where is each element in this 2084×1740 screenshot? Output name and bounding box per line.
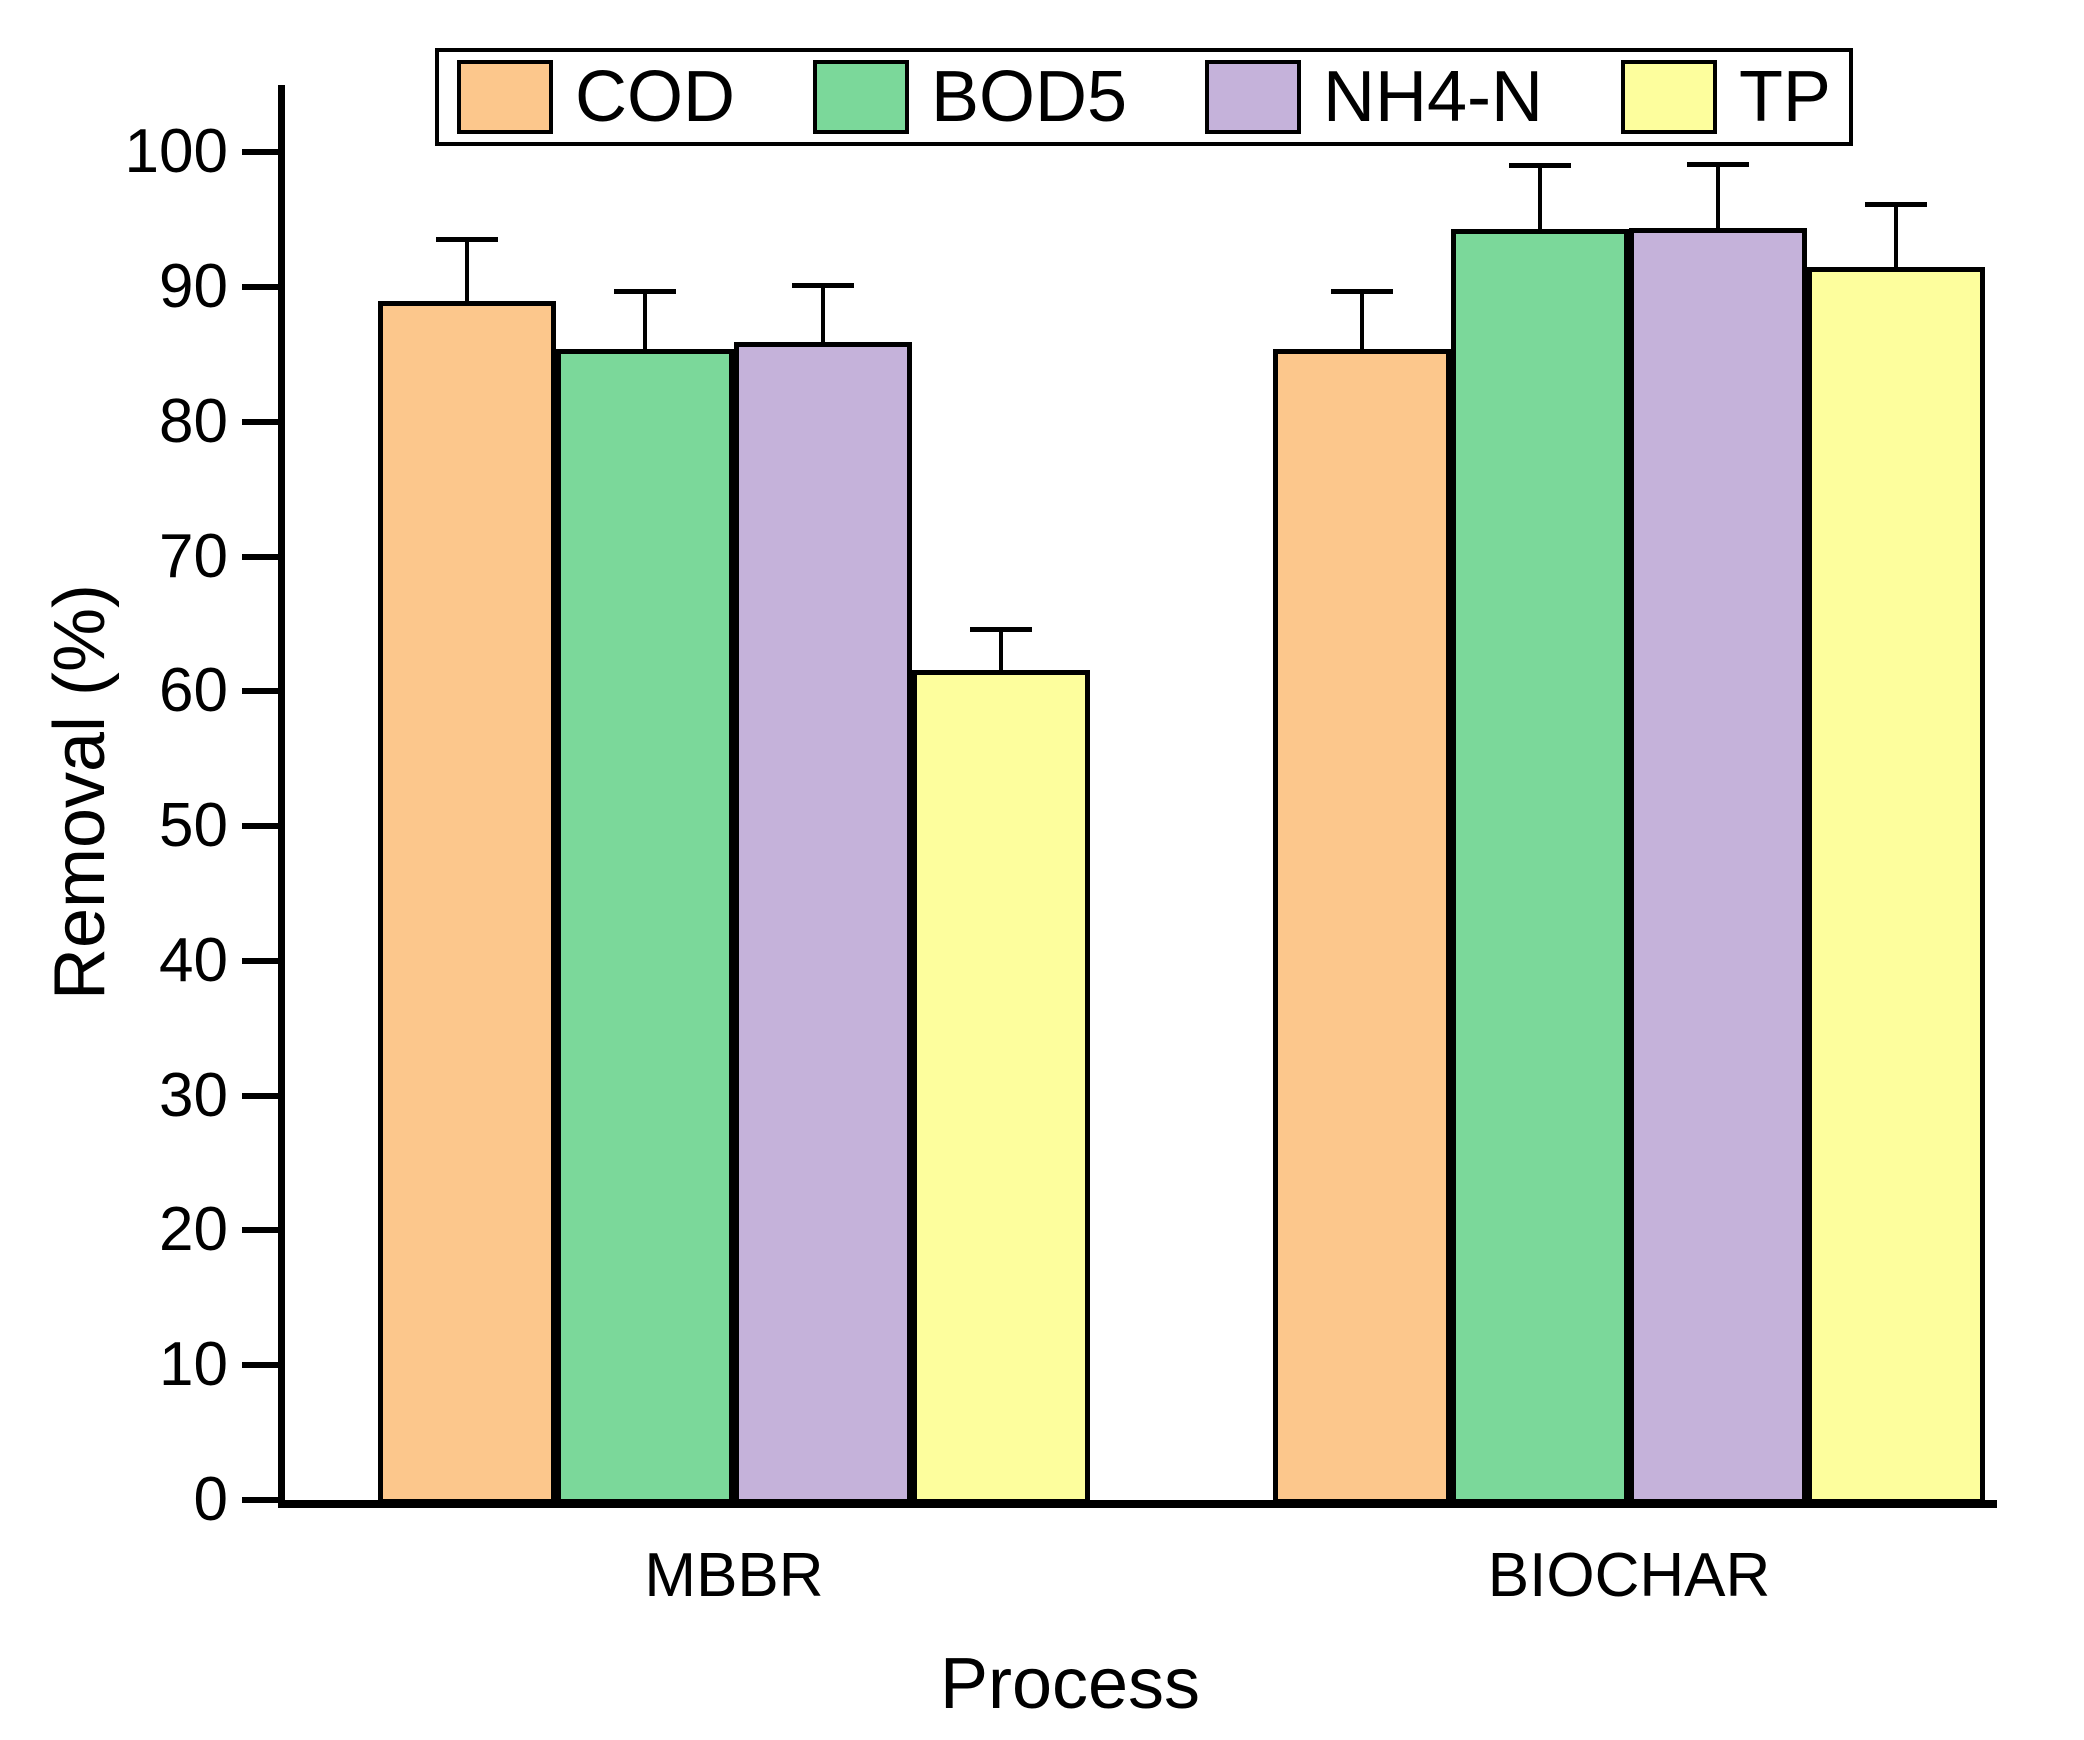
bar-nh4-n-biochar	[1629, 227, 1807, 1504]
legend-item-tp: TP	[1620, 57, 1831, 137]
y-axis-tick-label: 80	[159, 386, 228, 456]
error-bar-cap	[970, 626, 1032, 632]
y-axis-tick-label: 30	[159, 1060, 228, 1130]
legend-label: COD	[575, 57, 735, 137]
y-axis-tick	[242, 149, 278, 156]
y-axis-tick	[242, 1362, 278, 1369]
y-axis-tick	[242, 1227, 278, 1234]
y-axis-tick	[242, 418, 278, 425]
error-bar-line	[1360, 291, 1364, 350]
y-axis-tick-label: 10	[159, 1330, 228, 1400]
y-axis-tick	[242, 284, 278, 291]
legend-item-bod5: BOD5	[812, 57, 1128, 137]
error-bar-cap	[614, 288, 676, 294]
y-axis-tick	[242, 957, 278, 964]
error-bar-line	[1716, 164, 1720, 228]
error-bar-cap	[1865, 202, 1927, 208]
bar-bod5-mbbr	[556, 349, 734, 1504]
legend-swatch-nh4-n	[1204, 60, 1301, 134]
bar-tp-biochar	[1807, 266, 1985, 1504]
y-axis-tick	[242, 688, 278, 695]
bar-cod-mbbr	[378, 300, 556, 1504]
bar-tp-mbbr	[912, 669, 1090, 1504]
error-bar-line	[1894, 204, 1898, 267]
error-bar-cap	[1687, 162, 1749, 167]
legend-label: NH4-N	[1322, 57, 1543, 137]
error-bar-line	[1538, 165, 1542, 230]
error-bar-cap	[436, 237, 498, 243]
y-axis-tick-label: 90	[159, 252, 228, 322]
bar-bod5-biochar	[1451, 229, 1629, 1504]
bar-nh4-n-mbbr	[734, 342, 912, 1504]
x-category-label-mbbr: MBBR	[644, 1541, 824, 1610]
bar-cod-biochar	[1273, 349, 1451, 1504]
y-axis-spine	[278, 85, 285, 1508]
y-axis-tick	[242, 1092, 278, 1099]
error-bar-line	[821, 285, 825, 343]
legend-label: TP	[1738, 57, 1831, 137]
legend-swatch-cod	[457, 60, 553, 134]
error-bar-line	[643, 291, 647, 350]
y-axis-tick	[242, 553, 278, 560]
y-axis-tick-label: 70	[159, 521, 228, 591]
legend-item-cod: COD	[457, 60, 735, 134]
legend-item-nh4-n: NH4-N	[1204, 57, 1543, 137]
x-category-label-biochar: BIOCHAR	[1487, 1541, 1771, 1610]
y-axis-tick-label: 40	[159, 925, 228, 995]
error-bar-cap	[1509, 163, 1571, 169]
x-axis-title: Process	[939, 1644, 1201, 1724]
y-axis-tick	[242, 823, 278, 830]
y-axis-tick-label: 50	[159, 791, 228, 861]
y-axis-tick-label: 20	[159, 1195, 228, 1265]
error-bar-line	[999, 629, 1003, 670]
y-axis-tick-label: 60	[159, 656, 228, 726]
error-bar-cap	[1331, 288, 1393, 294]
y-axis-tick	[242, 1497, 278, 1503]
y-axis-tick-label: 0	[193, 1465, 228, 1534]
error-bar-cap	[792, 283, 854, 289]
legend: COD BOD5 NH4-N TP	[435, 48, 1853, 146]
y-axis-tick-label: 100	[124, 117, 228, 187]
error-bar-line	[465, 239, 469, 301]
x-axis-spine	[278, 1500, 1997, 1508]
legend-label: BOD5	[930, 57, 1128, 137]
legend-swatch-bod5	[812, 60, 909, 134]
legend-swatch-tp	[1620, 60, 1717, 134]
